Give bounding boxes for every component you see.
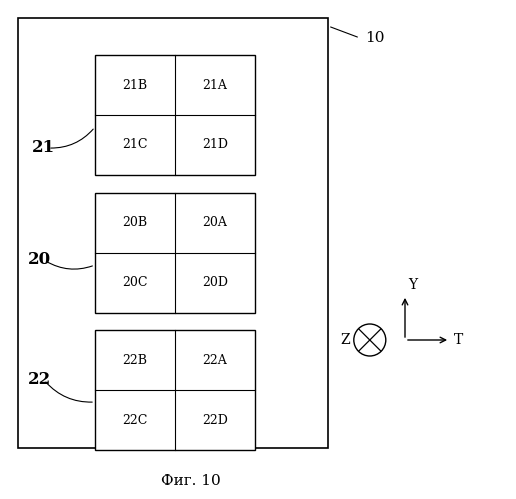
Text: 21: 21 [32,140,55,157]
Text: 22B: 22B [122,353,148,366]
Text: 21B: 21B [122,78,148,91]
Text: 20: 20 [28,251,51,268]
Bar [95,193,255,313]
Text: 22D: 22D [202,414,228,427]
Bar [18,18,328,448]
Text: 21A: 21A [203,78,228,91]
Text: T: T [454,333,463,347]
Text: 22: 22 [28,371,51,389]
Text: 20C: 20C [122,276,148,289]
Text: 21D: 21D [202,139,228,152]
Text: Фиг. 10: Фиг. 10 [161,474,221,488]
Text: 21C: 21C [122,139,148,152]
Text: 20B: 20B [122,217,148,230]
Text: 10: 10 [365,31,384,45]
Text: Z: Z [340,333,350,347]
Text: 20D: 20D [202,276,228,289]
Text: 22C: 22C [122,414,148,427]
Bar [95,330,255,450]
Text: 22A: 22A [203,353,228,366]
Text: Y: Y [408,278,417,292]
Bar [95,55,255,175]
Text: 20A: 20A [203,217,228,230]
